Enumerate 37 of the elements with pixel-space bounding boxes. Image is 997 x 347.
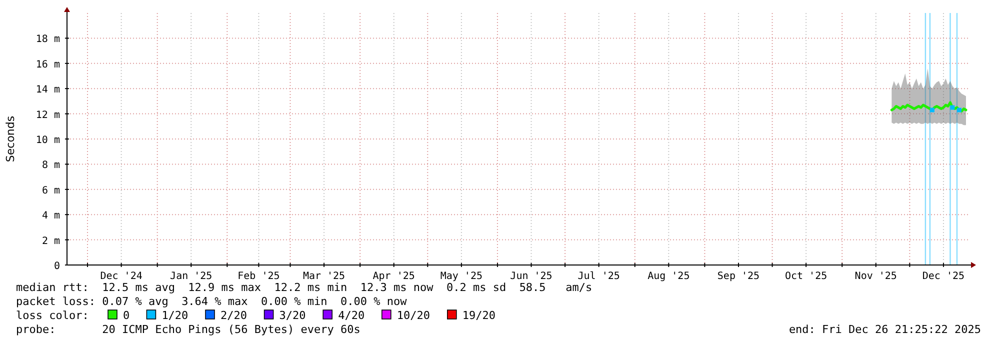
y-tick-label: 16 m bbox=[36, 59, 60, 70]
legend-label: 19/20 bbox=[462, 309, 496, 322]
y-tick-label: 4 m bbox=[42, 210, 60, 222]
y-tick-label: 6 m bbox=[42, 185, 60, 196]
x-tick-label: Jan '25 bbox=[170, 271, 212, 282]
text: packet loss: 0.07 % avg 3.64 % max 0.00 % min 0.00 % now bbox=[16, 295, 408, 308]
y-tick-label: 2 m bbox=[42, 236, 60, 247]
x-tick-label: Aug '25 bbox=[648, 271, 690, 282]
x-tick-label: Dec '25 bbox=[922, 271, 965, 282]
x-tick-label: Apr '25 bbox=[372, 271, 415, 282]
x-tick-label: Jul '25 bbox=[578, 271, 620, 282]
x-tick-label: Nov '25 bbox=[854, 271, 897, 282]
y-tick-label: 10 m bbox=[36, 135, 60, 146]
text: probe: 20 ICMP Echo Pings (56 Bytes) every 60s bbox=[16, 323, 360, 336]
y-tick-label: 0 bbox=[54, 261, 60, 272]
text: median rtt: 12.5 ms avg 12.9 ms max 12.2 ms min 12.3 ms now 0.2 ms sd 58.5 am/s bbox=[16, 281, 592, 294]
text: end: Fri Dec 26 21:25:22 2025 bbox=[788, 323, 981, 336]
legend-label: 3/20 bbox=[279, 309, 306, 322]
legend-label: 0 bbox=[123, 309, 130, 322]
x-tick-label: Sep '25 bbox=[717, 271, 760, 282]
y-tick-label: 14 m bbox=[36, 84, 60, 96]
x-tick-label: Feb '25 bbox=[238, 271, 280, 282]
x-tick-label: Oct '25 bbox=[784, 271, 828, 282]
legend-label: 4/20 bbox=[338, 309, 365, 322]
x-tick-label: Dec '24 bbox=[100, 271, 142, 282]
y-tick-label: 8 m bbox=[42, 160, 60, 172]
legend-label: 2/20 bbox=[220, 309, 247, 322]
legend-label: 1/20 bbox=[162, 309, 188, 322]
y-tick-label: 12 m bbox=[36, 110, 60, 121]
x-tick-label: Jun '25 bbox=[510, 271, 552, 282]
y-axis-title: Seconds bbox=[4, 116, 17, 162]
x-tick-label: May '25 bbox=[440, 271, 483, 282]
line-series bbox=[890, 101, 968, 113]
y-tick-label: 18 m bbox=[36, 34, 60, 46]
x-tick-label: Mar '25 bbox=[302, 271, 346, 282]
legend-label: 10/20 bbox=[396, 309, 430, 322]
legend-title: loss color: bbox=[16, 309, 89, 322]
